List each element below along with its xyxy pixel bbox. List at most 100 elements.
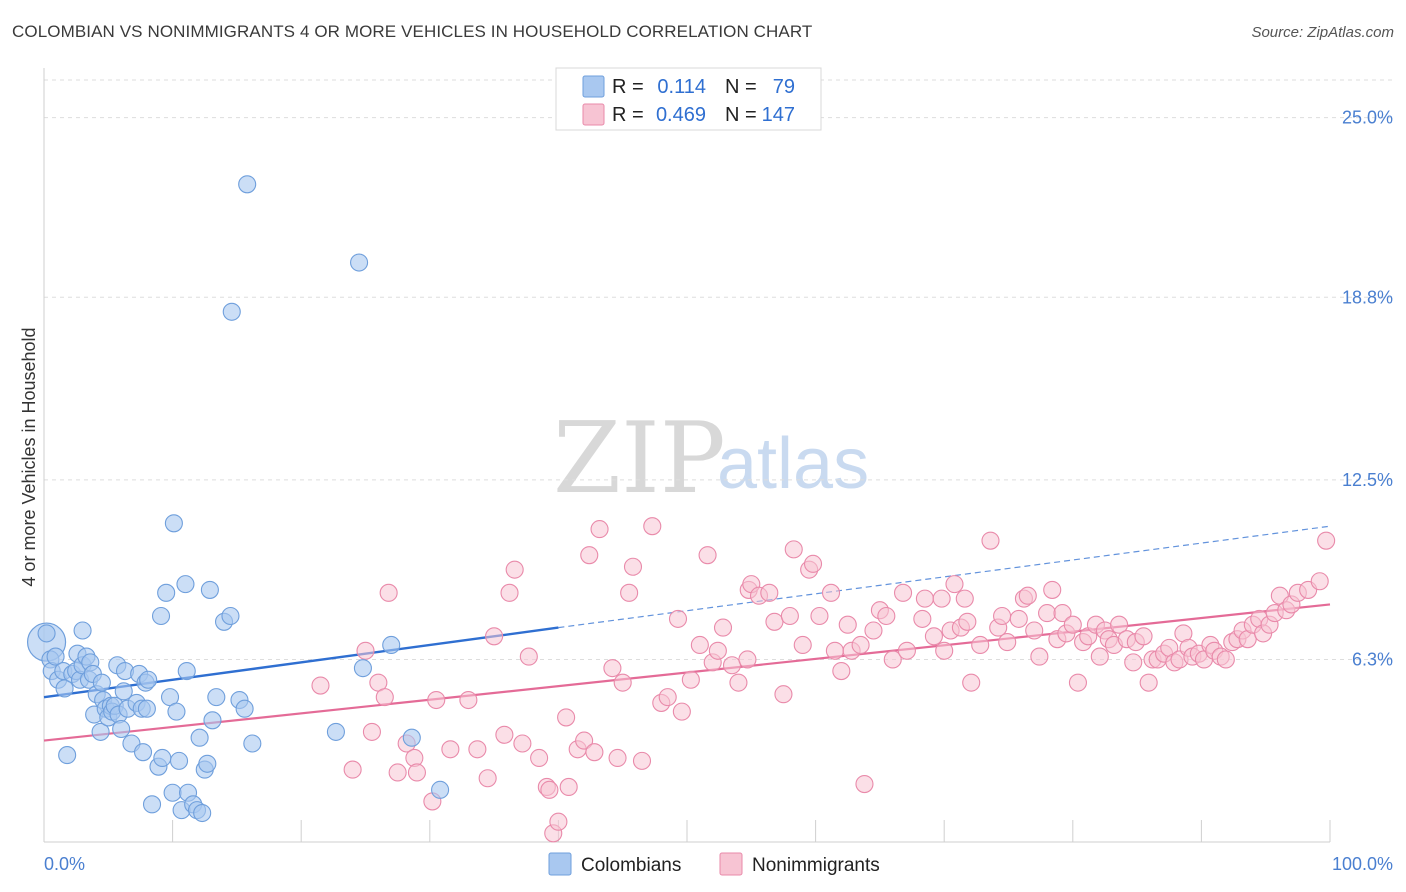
colombians-point xyxy=(222,302,241,321)
nonimmigrants-point xyxy=(375,688,394,707)
nonimmigrants-point xyxy=(958,612,977,631)
nonimmigrants-point xyxy=(993,606,1012,626)
nonimmigrants-point xyxy=(1063,615,1082,634)
legend-r-value-2: 0.469 xyxy=(656,104,706,126)
nonimmigrants-point xyxy=(825,641,844,660)
nonimmigrants-point xyxy=(620,583,639,602)
nonimmigrants-point xyxy=(632,751,652,770)
legend-n-value-2: 147 xyxy=(762,104,795,126)
colombians-point xyxy=(350,253,369,272)
nonimmigrants-point xyxy=(1009,609,1028,628)
legend-stats: R = 0.114 N = 79 R = 0.469 N = 147 xyxy=(555,67,822,131)
colombians-point xyxy=(157,583,176,602)
nonimmigrants-point xyxy=(603,659,622,678)
nonimmigrants-point xyxy=(1216,650,1235,669)
chart-title: COLOMBIAN VS NONIMMIGRANTS 4 OR MORE VEH… xyxy=(12,22,813,41)
legend-r-value-1: 0.114 xyxy=(657,76,706,98)
y-tick-label-1: 12.5% xyxy=(1342,470,1393,490)
nonimmigrants-point xyxy=(784,540,803,559)
nonimmigrants-point xyxy=(585,743,604,762)
watermark: ZIP atlas xyxy=(553,402,869,516)
nonimmigrants-point xyxy=(478,769,497,788)
nonimmigrants-point xyxy=(690,635,709,655)
nonimmigrants-point xyxy=(388,763,407,782)
nonimmigrants-point xyxy=(613,673,632,692)
nonimmigrants-point xyxy=(500,583,519,602)
colombians-point xyxy=(176,575,195,594)
colombians-point xyxy=(221,606,240,626)
nonimmigrants-point xyxy=(530,748,549,768)
nonimmigrants-point xyxy=(672,702,691,721)
nonimmigrants-point xyxy=(557,708,576,727)
colombians-point xyxy=(235,699,254,718)
nonimmigrants-point xyxy=(1110,615,1129,634)
legend-nonimmigrants-swatch xyxy=(719,852,743,876)
y-tick-label-3: 25.0% xyxy=(1342,108,1393,128)
legend-r-label-1: R = xyxy=(612,76,644,98)
nonimmigrants-point xyxy=(1053,604,1072,623)
legend-n-label-2: N = xyxy=(725,104,757,126)
colombians-point xyxy=(243,734,262,753)
nonimmigrants-point xyxy=(713,618,733,637)
nonimmigrants-point xyxy=(1068,673,1087,692)
legend-swatch-blue xyxy=(582,75,605,98)
nonimmigrants-point xyxy=(821,583,841,602)
nonimmigrants-point xyxy=(708,641,727,660)
nonimmigrants-point xyxy=(580,546,599,565)
colombians-point xyxy=(151,606,171,626)
nonimmigrants-point xyxy=(549,812,568,831)
colombians-point xyxy=(326,722,345,741)
nonimmigrants-point xyxy=(913,609,932,628)
colombians-point xyxy=(200,580,219,599)
source-label: Source: ZipAtlas.com xyxy=(1251,24,1394,41)
nonimmigrants-point xyxy=(362,722,381,741)
nonimmigrants-point xyxy=(575,731,594,750)
nonimmigrants-point xyxy=(851,635,870,655)
nonimmigrants-point xyxy=(729,673,748,692)
colombians-point xyxy=(207,688,226,707)
nonimmigrants-point xyxy=(1317,531,1336,550)
nonimmigrants-point xyxy=(832,662,851,681)
nonimmigrants-point xyxy=(893,583,913,602)
nonimmigrants-points xyxy=(311,517,1336,843)
nonimmigrants-point xyxy=(971,635,990,655)
colombians-point xyxy=(198,754,217,773)
colombians-point xyxy=(37,624,56,643)
gridlines xyxy=(44,79,1393,660)
colombians-point xyxy=(163,783,182,802)
nonimmigrants-point xyxy=(883,650,902,669)
nonimmigrants-point xyxy=(760,583,779,602)
nonimmigrants-point xyxy=(590,520,609,539)
nonimmigrants-point xyxy=(1043,580,1062,599)
nonimmigrants-point xyxy=(427,690,446,710)
watermark-zip: ZIP xyxy=(553,402,726,516)
nonimmigrants-point xyxy=(698,546,717,565)
colombians-point xyxy=(91,722,110,741)
nonimmigrants-point xyxy=(379,583,398,602)
nonimmigrants-point xyxy=(855,775,874,794)
nonimmigrants-point xyxy=(924,627,943,646)
nonimmigrants-point xyxy=(803,554,823,573)
nonimmigrants-point xyxy=(1124,653,1143,672)
nonimmigrants-point xyxy=(932,589,951,608)
colombians-point xyxy=(167,702,186,721)
nonimmigrants-point xyxy=(407,763,426,782)
nonimmigrants-point xyxy=(897,641,916,660)
legend-nonimmigrants-label: Nonimmigrants xyxy=(752,855,880,876)
nonimmigrants-point xyxy=(513,734,532,753)
nonimmigrants-point xyxy=(608,748,627,768)
nonimmigrants-point xyxy=(998,633,1017,652)
y-axis-label: 4 or more Vehicles in Household xyxy=(19,327,39,586)
colombians-point xyxy=(238,175,257,194)
colombians-point xyxy=(92,673,111,692)
nonimmigrants-point xyxy=(505,560,524,579)
nonimmigrants-point xyxy=(955,589,974,608)
colombians-point xyxy=(114,682,133,701)
nonimmigrants-point xyxy=(540,780,559,799)
legend-n-value-1: 79 xyxy=(773,76,795,98)
y-tick-labels: 6.3% 12.5% 18.8% 25.0% xyxy=(1342,108,1393,670)
y-tick-label-0: 6.3% xyxy=(1352,649,1393,669)
colombians-points xyxy=(26,175,450,823)
colombians-point xyxy=(203,711,222,730)
